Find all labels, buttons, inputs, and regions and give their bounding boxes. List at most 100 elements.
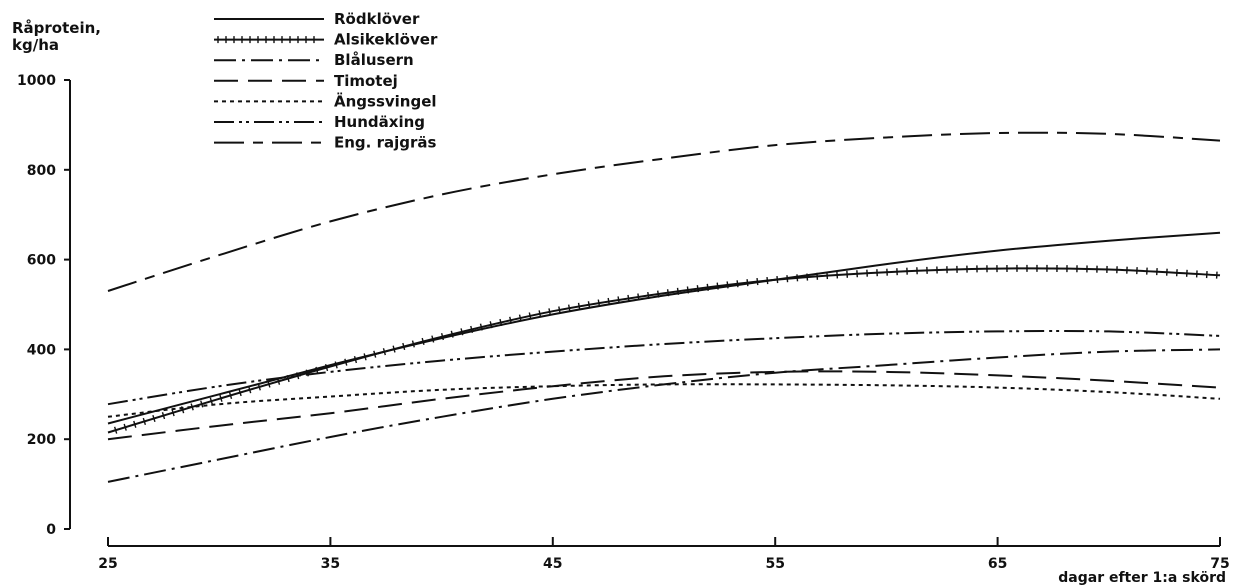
legend-item-angssvingel: Ängssvingel <box>214 91 437 110</box>
x-tick-label: 65 <box>988 556 1007 572</box>
series-line-alsikeklover <box>107 267 1221 434</box>
legend-label: Alsikeklöver <box>334 31 438 49</box>
series-marker <box>228 391 233 399</box>
series-marker <box>286 374 290 383</box>
series-marker <box>238 389 242 397</box>
legend-item-timotej: Timotej <box>214 72 398 90</box>
legend-label: Ängssvingel <box>334 91 437 110</box>
series-layer <box>107 131 1221 483</box>
legend-item-hundaxing: Hundäxing <box>214 113 425 131</box>
series-marker <box>296 372 300 380</box>
series-marker <box>344 358 348 366</box>
series-marker <box>607 297 610 306</box>
series-marker <box>726 281 729 289</box>
series-marker <box>440 333 444 341</box>
series-alsikeklover <box>107 264 1221 434</box>
y-tick-label: 0 <box>46 522 56 538</box>
series-marker <box>676 287 680 295</box>
y-tick-label: 600 <box>27 253 56 269</box>
y-axis-label-line1: Råprotein, <box>12 19 101 37</box>
series-line-eng-rajgras <box>107 131 1221 292</box>
y-tick-label: 400 <box>27 342 56 358</box>
series-marker <box>142 417 147 425</box>
legend-item-rodklover: Rödklöver <box>214 10 420 28</box>
series-marker <box>786 275 789 283</box>
series-marker <box>567 304 571 312</box>
series-marker <box>209 397 214 405</box>
axes: 0 200 400 600 800 1000 25 35 45 55 65 75 <box>17 73 1230 572</box>
series-marker <box>657 290 660 298</box>
series-marker <box>421 337 425 346</box>
series-marker <box>431 335 435 343</box>
series-marker <box>257 383 261 391</box>
series-marker <box>373 350 377 358</box>
series-marker <box>627 294 630 302</box>
series-marker <box>666 289 670 297</box>
legend-item-alsikeklover: Alsikeklöver <box>214 31 438 49</box>
series-marker <box>460 328 464 336</box>
y-tick-label: 200 <box>27 432 56 448</box>
x-tick-label: 55 <box>765 556 784 572</box>
series-timotej <box>107 370 1221 441</box>
series-marker <box>587 301 591 309</box>
series-blalusern <box>107 348 1221 483</box>
legend-label: Hundäxing <box>334 113 425 131</box>
series-marker <box>479 323 483 331</box>
series-marker <box>548 308 552 316</box>
series-marker <box>509 316 512 324</box>
x-tick-label: 25 <box>98 556 117 572</box>
series-marker <box>470 325 474 333</box>
series-marker <box>736 280 739 288</box>
legend: Rödklöver Alsikeklöver Blålusern TimotejÄng… <box>214 10 438 152</box>
series-marker <box>219 394 223 402</box>
x-tick-label: 45 <box>543 556 562 572</box>
series-marker <box>190 403 194 411</box>
series-marker <box>706 283 709 291</box>
x-tick-label: 75 <box>1210 556 1229 572</box>
series-marker <box>806 273 809 281</box>
series-marker <box>528 312 532 320</box>
series-line-blalusern <box>107 348 1221 483</box>
legend-label: Eng. rajgräs <box>334 134 437 152</box>
legend-label: Timotej <box>334 72 398 90</box>
legend-item-eng-rajgras: Eng. rajgräs <box>214 134 437 152</box>
series-marker <box>450 330 454 338</box>
series-marker <box>746 279 749 287</box>
series-line-timotej <box>107 370 1221 441</box>
series-marker <box>637 293 640 301</box>
series-marker <box>113 426 118 434</box>
series-marker <box>558 306 561 314</box>
legend-label: Rödklöver <box>334 10 420 28</box>
series-marker <box>382 348 386 356</box>
series-marker <box>392 345 396 353</box>
series-marker <box>816 272 819 280</box>
x-axis-label: dagar efter 1:a skörd <box>1058 570 1226 586</box>
series-marker <box>489 321 493 329</box>
series-rodklover <box>107 231 1221 425</box>
series-line-hundaxing <box>107 330 1221 406</box>
series-hundaxing <box>107 330 1221 406</box>
y-tick-label: 800 <box>27 163 56 179</box>
series-marker <box>617 296 620 304</box>
x-tick-label: 35 <box>321 556 340 572</box>
series-marker <box>538 310 542 318</box>
series-marker <box>776 276 779 284</box>
series-marker <box>766 277 769 285</box>
series-line-rodklover <box>107 231 1221 425</box>
series-line-angssvingel <box>107 383 1221 418</box>
series-marker <box>171 409 175 417</box>
series-marker <box>123 423 127 431</box>
series-marker <box>152 414 156 423</box>
series-marker <box>518 314 522 322</box>
series-marker <box>686 286 690 294</box>
series-marker <box>133 420 137 428</box>
series-angssvingel <box>107 383 1221 418</box>
y-axis-label-line2: kg/ha <box>12 36 59 54</box>
series-marker <box>353 355 358 364</box>
series-marker <box>796 274 799 282</box>
series-marker <box>402 342 406 351</box>
series-marker <box>696 285 699 293</box>
series-marker <box>248 386 252 394</box>
series-marker <box>267 380 271 388</box>
